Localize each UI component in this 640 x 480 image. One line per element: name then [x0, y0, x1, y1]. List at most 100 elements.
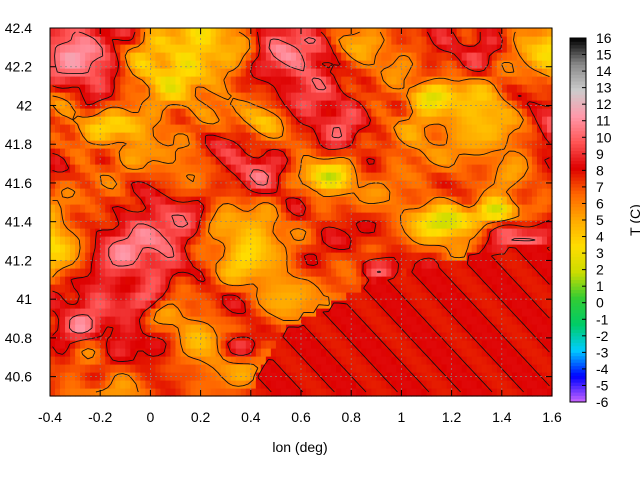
heatmap-cell: [536, 364, 543, 373]
heatmap-cell: [215, 172, 222, 181]
heatmap-cell: [306, 324, 312, 333]
heatmap-cell: [506, 332, 513, 341]
heatmap-cell: [426, 140, 433, 149]
heatmap-cell: [356, 76, 362, 85]
heatmap-cell: [481, 348, 488, 357]
heatmap-cell: [481, 340, 488, 349]
heatmap-cell: [265, 236, 272, 245]
heatmap-cell: [381, 156, 387, 165]
heatmap-cell: [230, 36, 237, 45]
heatmap-cell: [285, 36, 292, 45]
heatmap-cell: [70, 316, 76, 325]
colorbar-tick-label: 6: [596, 195, 604, 211]
colorbar-tick-label: -2: [596, 328, 609, 344]
heatmap-cell: [476, 300, 483, 309]
heatmap-cell: [260, 188, 267, 197]
heatmap-cell: [205, 252, 212, 261]
heatmap-cell: [451, 140, 458, 149]
heatmap-cell: [235, 140, 242, 149]
heatmap-cell: [476, 332, 483, 341]
heatmap-cell: [516, 252, 523, 261]
heatmap-cell: [491, 276, 498, 285]
heatmap-cell: [436, 348, 443, 357]
heatmap-cell: [280, 340, 287, 349]
heatmap-cell: [150, 356, 157, 365]
heatmap-cell: [60, 316, 66, 325]
heatmap-cell: [406, 108, 413, 117]
heatmap-cell: [366, 36, 372, 45]
heatmap-cell: [391, 372, 397, 381]
heatmap-cell: [441, 100, 448, 109]
heatmap-cell: [396, 164, 402, 173]
heatmap-cell: [501, 356, 508, 365]
heatmap-cell: [336, 44, 342, 53]
heatmap-cell: [336, 380, 342, 389]
heatmap-cell: [285, 164, 292, 173]
heatmap-cell: [245, 140, 252, 149]
heatmap-cell: [491, 316, 498, 325]
heatmap-cell: [431, 188, 438, 197]
heatmap-cell: [110, 372, 116, 381]
heatmap-cell: [306, 132, 312, 141]
heatmap-cell: [75, 76, 81, 85]
heatmap-cell: [120, 388, 126, 397]
heatmap-cell: [451, 132, 458, 141]
heatmap-cell: [476, 244, 483, 253]
heatmap-cell: [215, 108, 222, 117]
heatmap-cell: [381, 28, 387, 37]
heatmap-cell: [371, 276, 377, 285]
heatmap-cell: [406, 316, 413, 325]
colorbar-segment: [570, 375, 586, 380]
heatmap-cell: [371, 268, 377, 277]
heatmap-cell: [466, 220, 473, 229]
x-tick-label: 1.4: [492, 409, 512, 425]
heatmap-cell: [436, 60, 443, 69]
heatmap-cell: [396, 100, 402, 109]
heatmap-cell: [411, 180, 418, 189]
colorbar-segment: [570, 368, 586, 373]
heatmap-cell: [486, 260, 493, 269]
heatmap-cell: [105, 132, 111, 141]
heatmap-cell: [416, 180, 423, 189]
heatmap-cell: [301, 92, 307, 101]
heatmap-cell: [235, 292, 242, 301]
heatmap-cell: [301, 244, 307, 253]
heatmap-cell: [431, 60, 438, 69]
heatmap-cell: [371, 332, 377, 341]
colorbar-segment: [570, 38, 586, 42]
heatmap-cell: [356, 276, 362, 285]
heatmap-cell: [376, 236, 382, 245]
heatmap-cell: [175, 172, 182, 181]
heatmap-cell: [140, 28, 146, 37]
heatmap-cell: [185, 60, 192, 69]
heatmap-cell: [481, 52, 488, 61]
heatmap-cell: [90, 196, 96, 205]
heatmap-cell: [381, 172, 387, 181]
heatmap-cell: [351, 36, 357, 45]
heatmap-cell: [85, 380, 91, 389]
heatmap-cell: [366, 204, 372, 213]
heatmap-cell: [336, 60, 342, 69]
heatmap-cell: [451, 252, 458, 261]
heatmap-cell: [426, 172, 433, 181]
heatmap-cell: [546, 92, 553, 101]
heatmap-cell: [285, 340, 292, 349]
heatmap-cell: [55, 356, 61, 365]
heatmap-cell: [200, 228, 207, 237]
heatmap-cell: [100, 92, 106, 101]
colorbar-segment: [570, 54, 586, 59]
heatmap-cell: [185, 44, 192, 53]
heatmap-cell: [235, 172, 242, 181]
heatmap-cell: [260, 356, 267, 365]
heatmap-cell: [356, 252, 362, 261]
heatmap-cell: [461, 188, 468, 197]
heatmap-cell: [541, 44, 548, 53]
heatmap-cell: [321, 252, 327, 261]
heatmap-cell: [441, 268, 448, 277]
heatmap-cell: [145, 284, 151, 293]
heatmap-cell: [95, 268, 101, 277]
heatmap-cell: [215, 60, 222, 69]
heatmap-cell: [220, 244, 227, 253]
heatmap-cell: [200, 356, 207, 365]
heatmap-cell: [205, 164, 212, 173]
